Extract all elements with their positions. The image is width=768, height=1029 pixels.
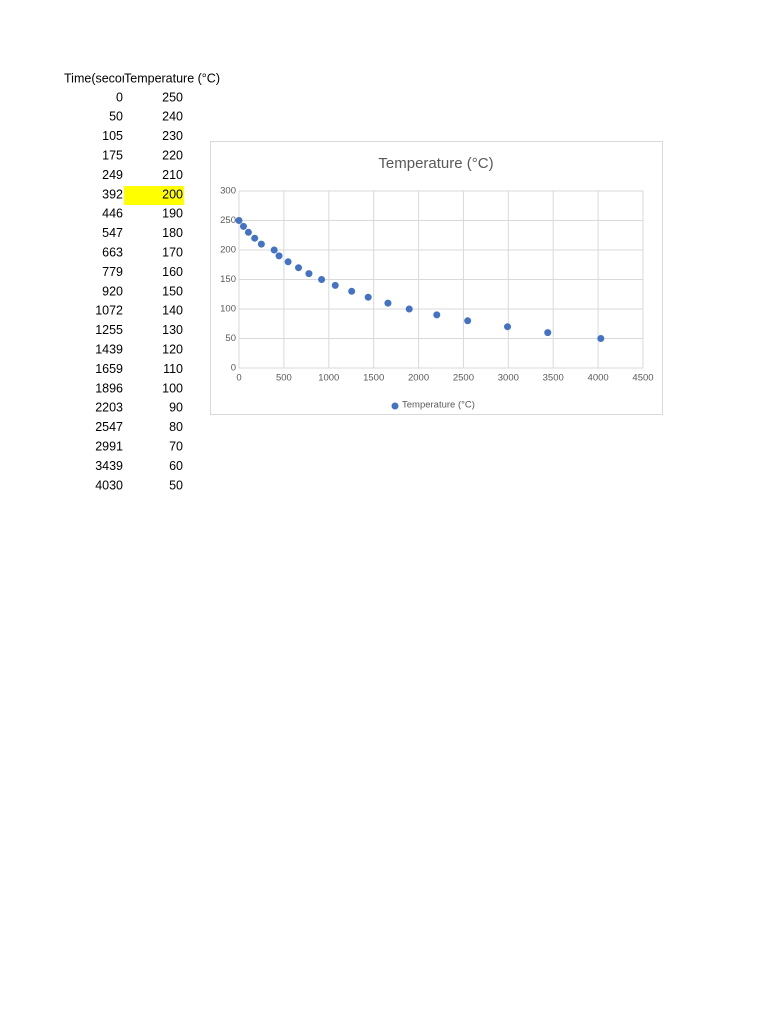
x-tick-label: 4500 [632,373,653,384]
cell: 4030 [95,478,123,492]
x-tick-label: 2500 [453,373,474,384]
chart-area [210,141,663,415]
data-point [239,222,247,230]
column-header: Temperature (°C) [124,71,220,85]
cell: 220 [162,148,183,162]
column-header: Time(seconds) [64,71,146,85]
cell: 230 [162,129,183,143]
legend-marker [391,402,399,410]
data-point [331,281,339,289]
data-point [544,329,552,337]
cell: 446 [102,207,123,221]
x-tick-label: 2000 [408,373,429,384]
data-point [348,287,356,295]
data-point [275,252,283,260]
data-point [597,335,605,342]
data-point [284,258,292,266]
y-tick-label: 100 [220,304,236,315]
cell: 90 [169,401,183,415]
cell: 175 [102,148,123,162]
cell: 170 [162,245,183,259]
data-point [464,317,472,325]
cell: 1896 [95,381,123,395]
cell: 250 [162,90,183,104]
chart-title: Temperature (°C) [378,155,493,172]
data-point [384,299,392,307]
cell: 105 [102,129,123,143]
data-point [270,246,278,254]
cell: 210 [162,168,183,182]
y-tick-label: 300 [220,186,236,197]
y-tick-label: 150 [220,274,236,285]
cell: 779 [102,265,123,279]
cell: 70 [169,439,183,453]
x-tick-label: 500 [276,373,292,384]
cell: 120 [162,342,183,356]
data-point [244,228,252,236]
data-point [257,240,265,248]
cell: 150 [162,284,183,298]
data-point [235,217,243,224]
cell: 1659 [95,362,123,376]
cell: 180 [162,226,183,240]
cell: 1439 [95,342,123,356]
cell: 392 [102,187,123,201]
cell: 60 [169,459,183,473]
cell: 190 [162,207,183,221]
cell: 3439 [95,459,123,473]
x-tick-label: 3500 [543,373,564,384]
data-point [504,323,512,331]
cell: 249 [102,168,123,182]
data-point [251,234,259,242]
y-tick-label: 0 [231,363,236,374]
cell-highlight [124,186,184,205]
cell: 2991 [95,439,123,453]
cell: 140 [162,304,183,318]
data-point [305,270,313,278]
cell: 80 [169,420,183,434]
data-point [364,293,372,301]
x-tick-label: 1000 [318,373,339,384]
cell: 100 [162,381,183,395]
cell: 2203 [95,401,123,415]
y-tick-label: 50 [225,333,236,344]
cell: 50 [109,110,123,124]
data-point [318,276,326,283]
cell: 1255 [95,323,123,337]
legend-label: Temperature (°C) [402,400,475,411]
cell: 1072 [95,304,123,318]
y-tick-label: 250 [220,215,236,226]
data-point [433,311,441,319]
cell: 240 [162,110,183,124]
cell: 50 [169,478,183,492]
data-point [405,305,413,313]
y-tick-label: 200 [220,245,236,256]
x-tick-label: 3000 [498,373,519,384]
x-tick-label: 4000 [588,373,609,384]
cell: 2547 [95,420,123,434]
cell: 547 [102,226,123,240]
cell: 663 [102,245,123,259]
x-tick-label: 0 [236,373,241,384]
cell: 0 [116,90,123,104]
cell: 160 [162,265,183,279]
cell: 200 [162,187,183,201]
cell: 920 [102,284,123,298]
data-point [295,264,303,272]
cell: 110 [163,362,183,376]
x-tick-label: 1500 [363,373,384,384]
cell: 130 [162,323,183,337]
